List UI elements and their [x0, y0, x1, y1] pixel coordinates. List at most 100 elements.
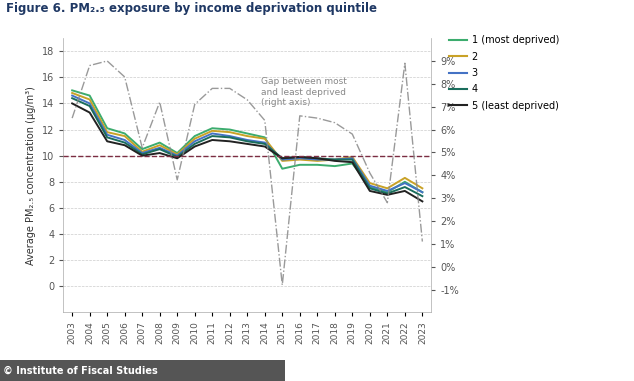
3: [86, 101, 93, 106]
Line: 4: 4: [72, 98, 422, 196]
Line: 3: 3: [72, 96, 422, 192]
1 (most deprived): [86, 93, 93, 98]
5 (least deprived): [418, 199, 426, 204]
5 (least deprived): [243, 142, 251, 146]
4: [191, 142, 198, 146]
3: [174, 154, 181, 158]
3: [384, 189, 391, 193]
2: [401, 176, 409, 180]
Text: Gap between most
and least deprived
(right axis): Gap between most and least deprived (rig…: [261, 77, 347, 107]
2: [384, 186, 391, 190]
1 (most deprived): [384, 190, 391, 195]
4: [68, 96, 76, 101]
Text: Figure 6. PM₂.₅ exposure by income deprivation quintile: Figure 6. PM₂.₅ exposure by income depri…: [6, 2, 377, 15]
4: [418, 194, 426, 199]
4: [278, 156, 286, 160]
3: [121, 138, 129, 142]
5 (least deprived): [191, 144, 198, 149]
1 (most deprived): [226, 127, 233, 132]
4: [156, 147, 164, 151]
4: [401, 185, 409, 189]
1 (most deprived): [191, 134, 198, 138]
1 (most deprived): [103, 126, 111, 131]
4: [243, 139, 251, 144]
4: [86, 104, 93, 108]
3: [349, 156, 356, 160]
4: [174, 155, 181, 159]
1 (most deprived): [68, 88, 76, 93]
Line: 5 (least deprived): 5 (least deprived): [72, 103, 422, 202]
3: [243, 138, 251, 142]
1 (most deprived): [156, 140, 164, 145]
4: [313, 156, 321, 160]
2: [261, 136, 269, 141]
1 (most deprived): [401, 179, 409, 184]
5 (least deprived): [313, 156, 321, 160]
2: [174, 152, 181, 157]
3: [68, 93, 76, 98]
5 (least deprived): [296, 155, 304, 159]
4: [296, 155, 304, 159]
2: [86, 97, 93, 102]
4: [349, 157, 356, 162]
4: [103, 135, 111, 140]
1 (most deprived): [209, 126, 216, 131]
Line: 1 (most deprived): 1 (most deprived): [72, 90, 422, 192]
2: [103, 130, 111, 134]
2: [156, 143, 164, 147]
2: [278, 158, 286, 163]
2: [226, 130, 233, 134]
5 (least deprived): [86, 110, 93, 115]
1 (most deprived): [418, 190, 426, 195]
5 (least deprived): [331, 158, 339, 163]
Line: 2: 2: [72, 93, 422, 188]
3: [138, 151, 146, 155]
1 (most deprived): [366, 185, 373, 189]
5 (least deprived): [138, 154, 146, 158]
2: [191, 136, 198, 141]
3: [209, 131, 216, 136]
1 (most deprived): [296, 163, 304, 167]
5 (least deprived): [174, 156, 181, 160]
2: [418, 186, 426, 190]
1 (most deprived): [313, 163, 321, 167]
1 (most deprived): [243, 131, 251, 136]
4: [384, 191, 391, 196]
2: [366, 181, 373, 186]
3: [191, 139, 198, 144]
3: [261, 140, 269, 145]
4: [209, 134, 216, 138]
2: [296, 157, 304, 162]
4: [226, 135, 233, 140]
3: [226, 134, 233, 138]
5 (least deprived): [278, 156, 286, 160]
5 (least deprived): [156, 151, 164, 155]
1 (most deprived): [138, 147, 146, 151]
5 (least deprived): [209, 138, 216, 142]
4: [331, 157, 339, 162]
5 (least deprived): [349, 160, 356, 165]
5 (least deprived): [68, 101, 76, 106]
5 (least deprived): [121, 143, 129, 147]
4: [138, 152, 146, 157]
3: [418, 190, 426, 195]
3: [313, 157, 321, 162]
5 (least deprived): [103, 139, 111, 144]
2: [313, 158, 321, 163]
2: [349, 155, 356, 159]
2: [121, 134, 129, 138]
5 (least deprived): [401, 189, 409, 193]
3: [331, 157, 339, 162]
2: [209, 128, 216, 133]
4: [121, 140, 129, 145]
1 (most deprived): [331, 164, 339, 168]
2: [331, 157, 339, 162]
2: [243, 134, 251, 138]
1 (most deprived): [174, 151, 181, 155]
Text: © Institute of Fiscal Studies: © Institute of Fiscal Studies: [3, 365, 158, 376]
1 (most deprived): [349, 161, 356, 166]
5 (least deprived): [384, 192, 391, 197]
1 (most deprived): [121, 131, 129, 136]
5 (least deprived): [226, 139, 233, 144]
3: [296, 156, 304, 160]
